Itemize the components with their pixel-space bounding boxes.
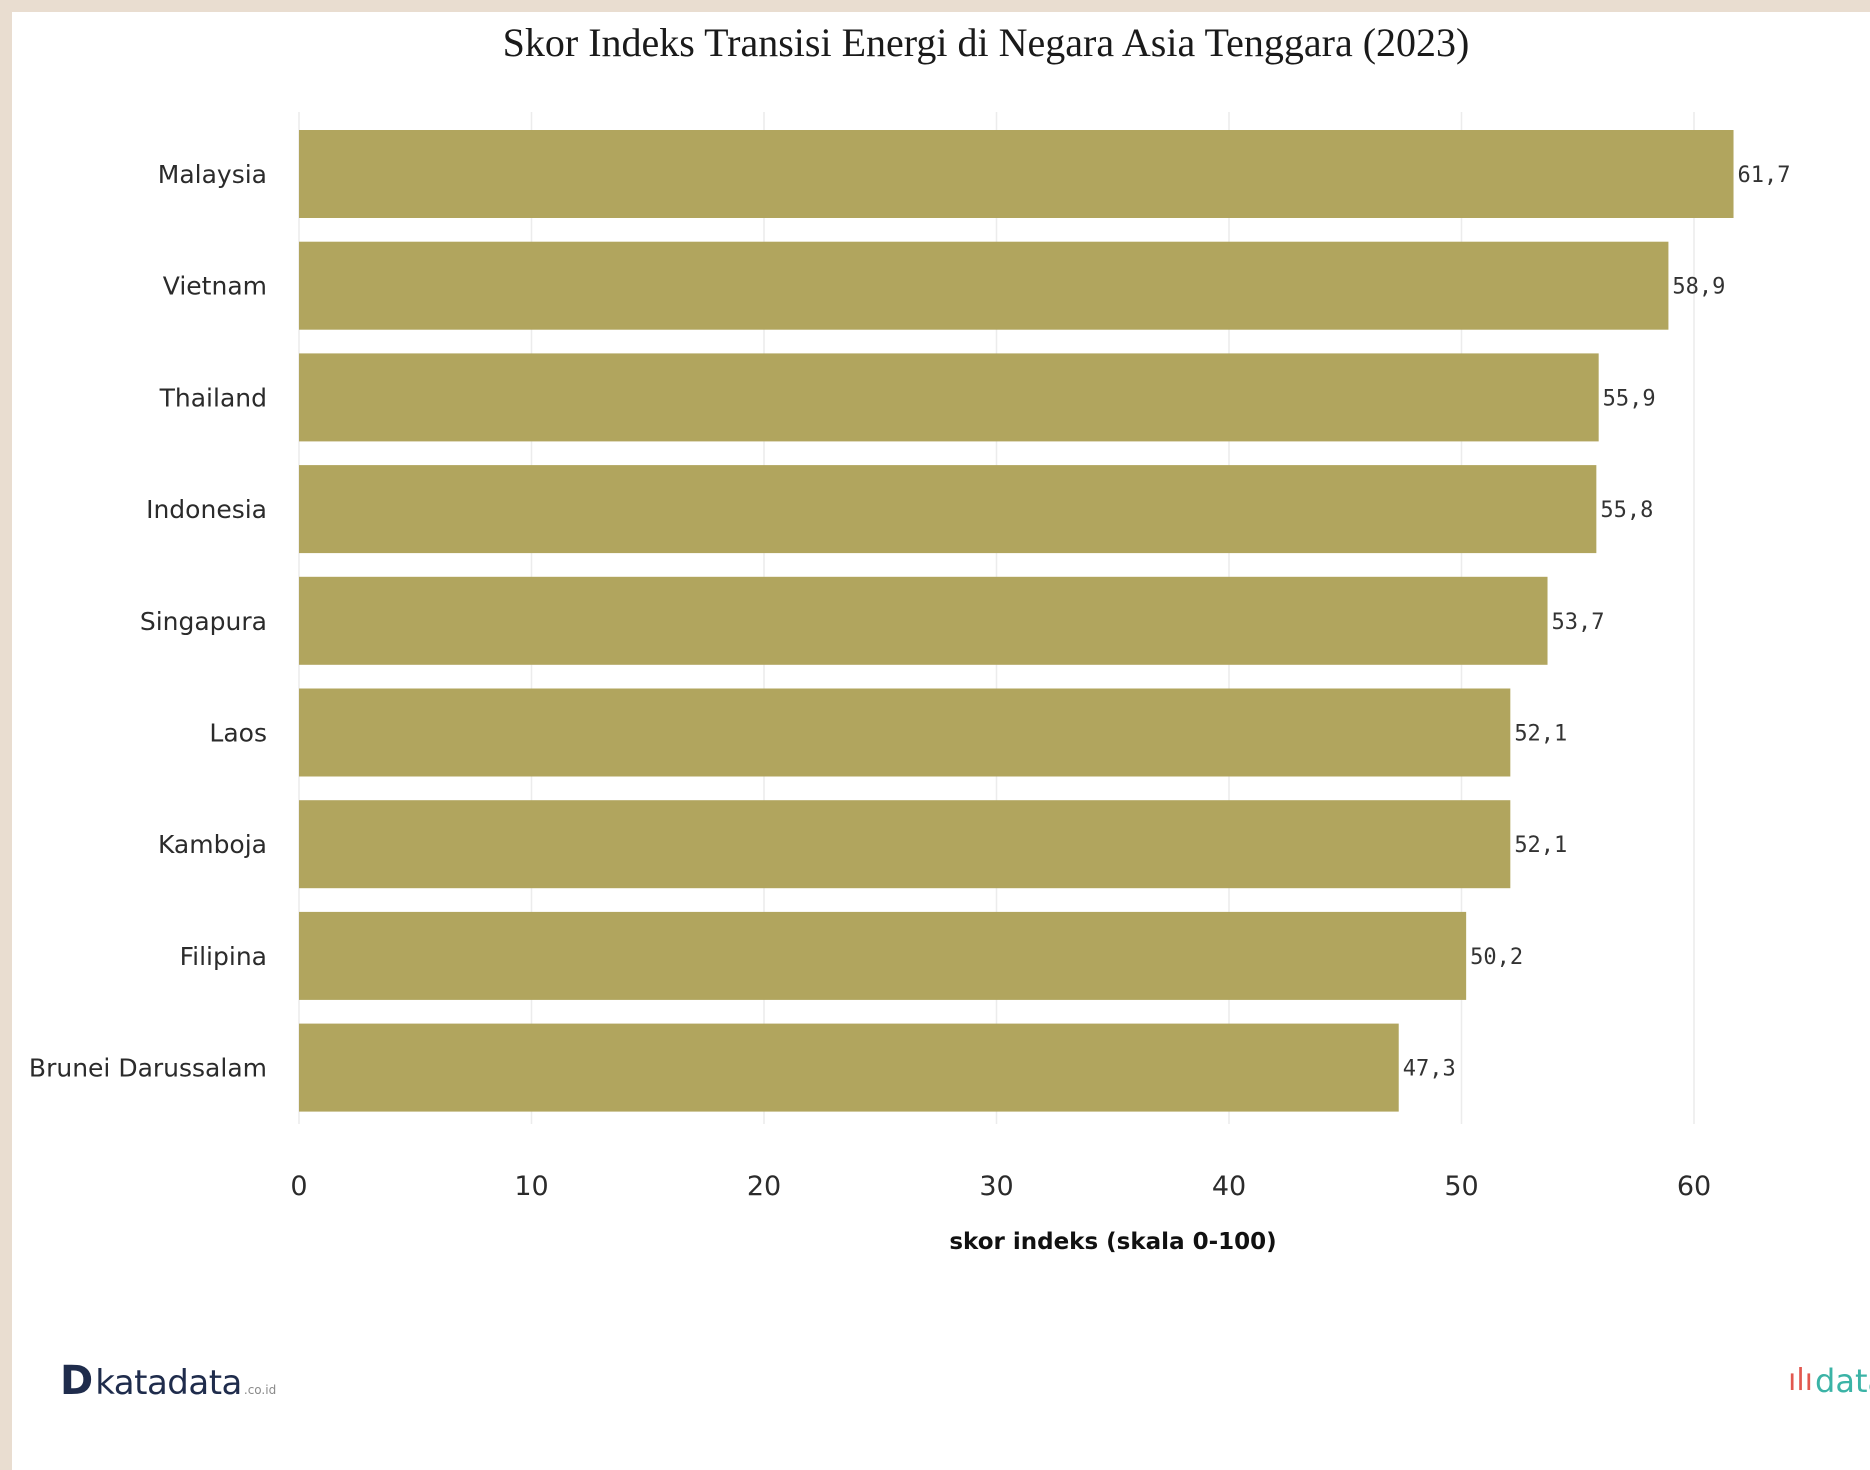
bar-chart: Skor Indeks Transisi Energi di Negara As… [29, 20, 1791, 1255]
databoks-logo: ılı databoks [1788, 1362, 1870, 1400]
bar-kamboja [299, 800, 1511, 889]
bar-brunei-darussalam [299, 1023, 1399, 1112]
value-label: 53,7 [1552, 610, 1605, 635]
value-label: 55,8 [1600, 498, 1653, 523]
category-label: Singapura [140, 607, 267, 636]
bar-indonesia [299, 465, 1597, 554]
x-tick-label: 60 [1677, 1171, 1711, 1202]
category-label: Laos [209, 719, 267, 748]
chart-title: Skor Indeks Transisi Energi di Negara As… [503, 20, 1470, 65]
chart-card: Skor Indeks Transisi Energi di Negara As… [12, 12, 1870, 1470]
bar-singapura [299, 576, 1548, 665]
x-tick-label: 40 [1212, 1171, 1246, 1202]
category-label: Thailand [159, 383, 267, 412]
katadata-logo-mark: D [60, 1358, 94, 1404]
bar-vietnam [299, 241, 1669, 330]
katadata-logo-text: katadata [95, 1363, 242, 1403]
category-label: Filipina [180, 942, 267, 971]
value-label: 58,9 [1672, 275, 1725, 300]
bar-malaysia [299, 130, 1734, 218]
katadata-logo: D katadata .co.id [60, 1358, 276, 1404]
value-label: 50,2 [1470, 945, 1523, 970]
value-label: 52,1 [1514, 833, 1567, 858]
x-tick-label: 50 [1444, 1171, 1478, 1202]
category-label: Kamboja [158, 830, 267, 859]
databoks-logo-text: databoks [1815, 1362, 1870, 1400]
category-label: Indonesia [146, 495, 267, 524]
x-tick-label: 0 [290, 1171, 307, 1202]
value-label: 61,7 [1738, 163, 1791, 188]
pulse-icon: ılı [1788, 1363, 1814, 1398]
bar-filipina [299, 911, 1467, 1000]
value-label: 52,1 [1514, 722, 1567, 747]
bars: Malaysia 61,7 Vietnam 58,9 Thailand 55,9 Indon… [29, 130, 1791, 1112]
value-label: 55,9 [1603, 386, 1656, 411]
x-tick-label: 20 [747, 1171, 781, 1202]
x-axis-ticks: 0 10 20 30 40 50 60 [290, 1171, 1711, 1202]
value-label: 47,3 [1403, 1057, 1456, 1082]
x-axis-title: skor indeks (skala 0-100) [949, 1229, 1276, 1255]
bar-thailand [299, 353, 1599, 442]
category-label: Malaysia [158, 160, 267, 189]
katadata-logo-suffix: .co.id [243, 1383, 277, 1397]
x-tick-label: 30 [979, 1171, 1013, 1202]
category-label: Brunei Darussalam [29, 1054, 267, 1083]
category-label: Vietnam [163, 272, 267, 301]
x-tick-label: 10 [514, 1171, 548, 1202]
bar-laos [299, 688, 1511, 777]
